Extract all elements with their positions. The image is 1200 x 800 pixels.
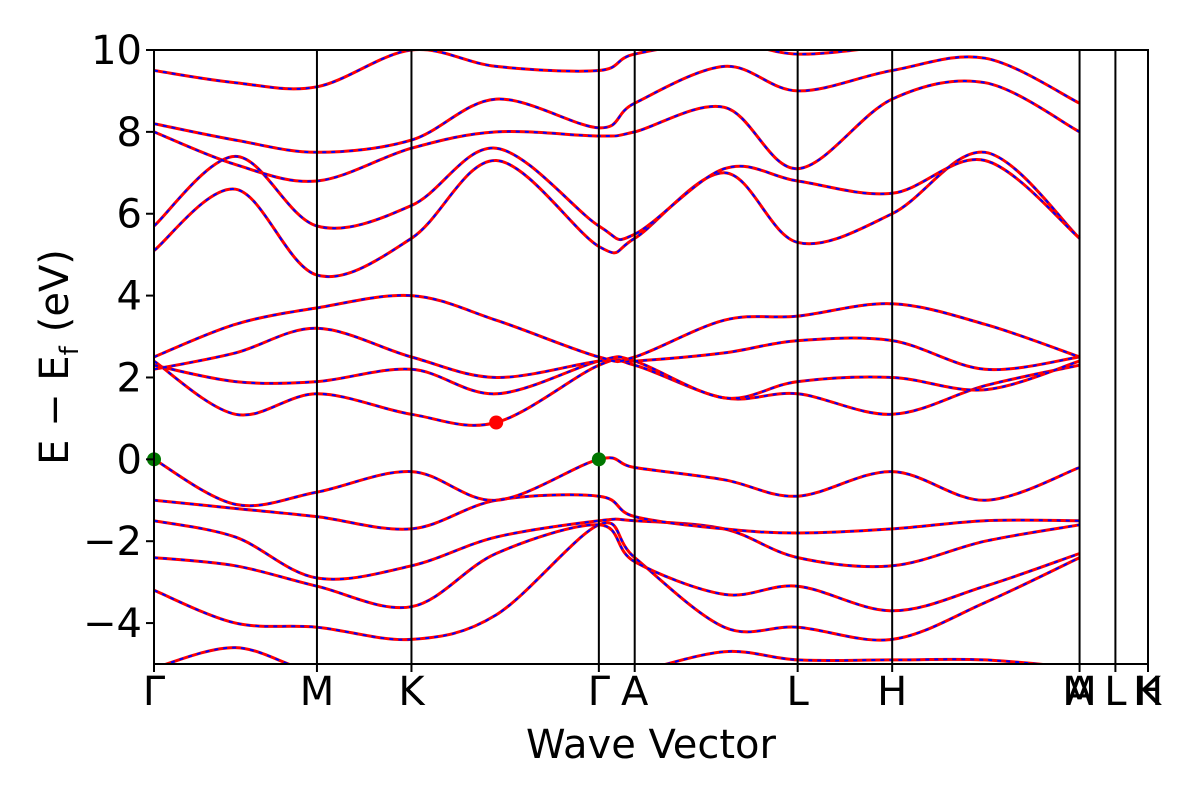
band-line-11 xyxy=(154,150,1081,279)
x-tick-label-10: K xyxy=(1135,669,1163,715)
band-line-9 xyxy=(154,326,1080,380)
y-axis-label-sub: f xyxy=(55,345,85,355)
band-line-7 xyxy=(154,358,1080,427)
y-axis-label-unit: (eV) xyxy=(32,249,78,332)
band-line-dashed-7 xyxy=(154,358,1080,427)
band-line-dashed-14 xyxy=(154,55,1081,154)
x-tick-label-6: H xyxy=(877,669,907,715)
band-line-dashed-5 xyxy=(154,493,1080,535)
band-line-12 xyxy=(154,146,1081,242)
x-tick-label-8: M xyxy=(1062,669,1097,715)
x-tick-label-0: Γ xyxy=(143,669,166,715)
high-symmetry-lines xyxy=(315,50,1117,664)
band-line-dashed-10 xyxy=(154,294,1080,363)
band-line-1 xyxy=(162,646,1054,664)
band-line-dashed-2 xyxy=(154,521,1081,642)
x-tick-label-9: L xyxy=(1104,669,1127,715)
band-line-13 xyxy=(154,79,1081,183)
y-tick-label-0: −4 xyxy=(83,601,142,647)
y-axis-label: E − Ef (eV) xyxy=(32,249,85,465)
x-tick-label-4: A xyxy=(621,669,649,715)
y-axis-label-main: E − E xyxy=(32,355,78,465)
y-tick-label-6: 8 xyxy=(117,110,142,156)
band-line-10 xyxy=(154,293,1081,364)
y-tick-label-3: 2 xyxy=(117,355,142,401)
y-tick-label-5: 6 xyxy=(117,192,142,238)
x-tick-label-5: L xyxy=(787,669,810,715)
x-axis-label: Wave Vector xyxy=(526,722,777,768)
x-tick-label-3: Γ xyxy=(588,669,611,715)
y-tick-label-4: 4 xyxy=(117,274,142,320)
band-line-dashed-6 xyxy=(154,456,1080,507)
x-tick-labels: Γ M K Γ A L H AM L KH xyxy=(143,664,1163,715)
y-tick-label-2: 0 xyxy=(117,437,142,483)
extrema-markers xyxy=(147,415,606,467)
band-line-dashed-1 xyxy=(163,646,1049,664)
band-line-14 xyxy=(154,55,1081,154)
plot-frame xyxy=(153,49,1149,665)
band-line-dashed-9 xyxy=(154,327,1080,379)
band-line-3 xyxy=(154,523,1081,613)
band-line-dashed-4 xyxy=(154,518,1080,581)
band-line-dashed-12 xyxy=(154,147,1081,241)
x-tick-label-2: K xyxy=(398,669,426,715)
band-line-dashed-8 xyxy=(154,355,1080,400)
band-line-15 xyxy=(154,50,868,91)
bands-layer xyxy=(154,50,1081,664)
vbm-marker-1 xyxy=(591,452,606,467)
y-tick-label-7: 10 xyxy=(91,28,142,74)
x-tick-label-1: M xyxy=(300,669,335,715)
x-tick-label-7: A xyxy=(1066,669,1094,715)
band-line-6 xyxy=(154,456,1081,508)
x-tick-label-11: H xyxy=(1133,669,1163,715)
cbm-marker-2 xyxy=(489,415,504,430)
band-line-dashed-13 xyxy=(154,79,1081,183)
band-line-dashed-15 xyxy=(154,50,864,90)
y-ticks: −4 −2 0 2 4 6 8 10 xyxy=(83,28,154,647)
y-tick-label-1: −2 xyxy=(83,519,142,565)
